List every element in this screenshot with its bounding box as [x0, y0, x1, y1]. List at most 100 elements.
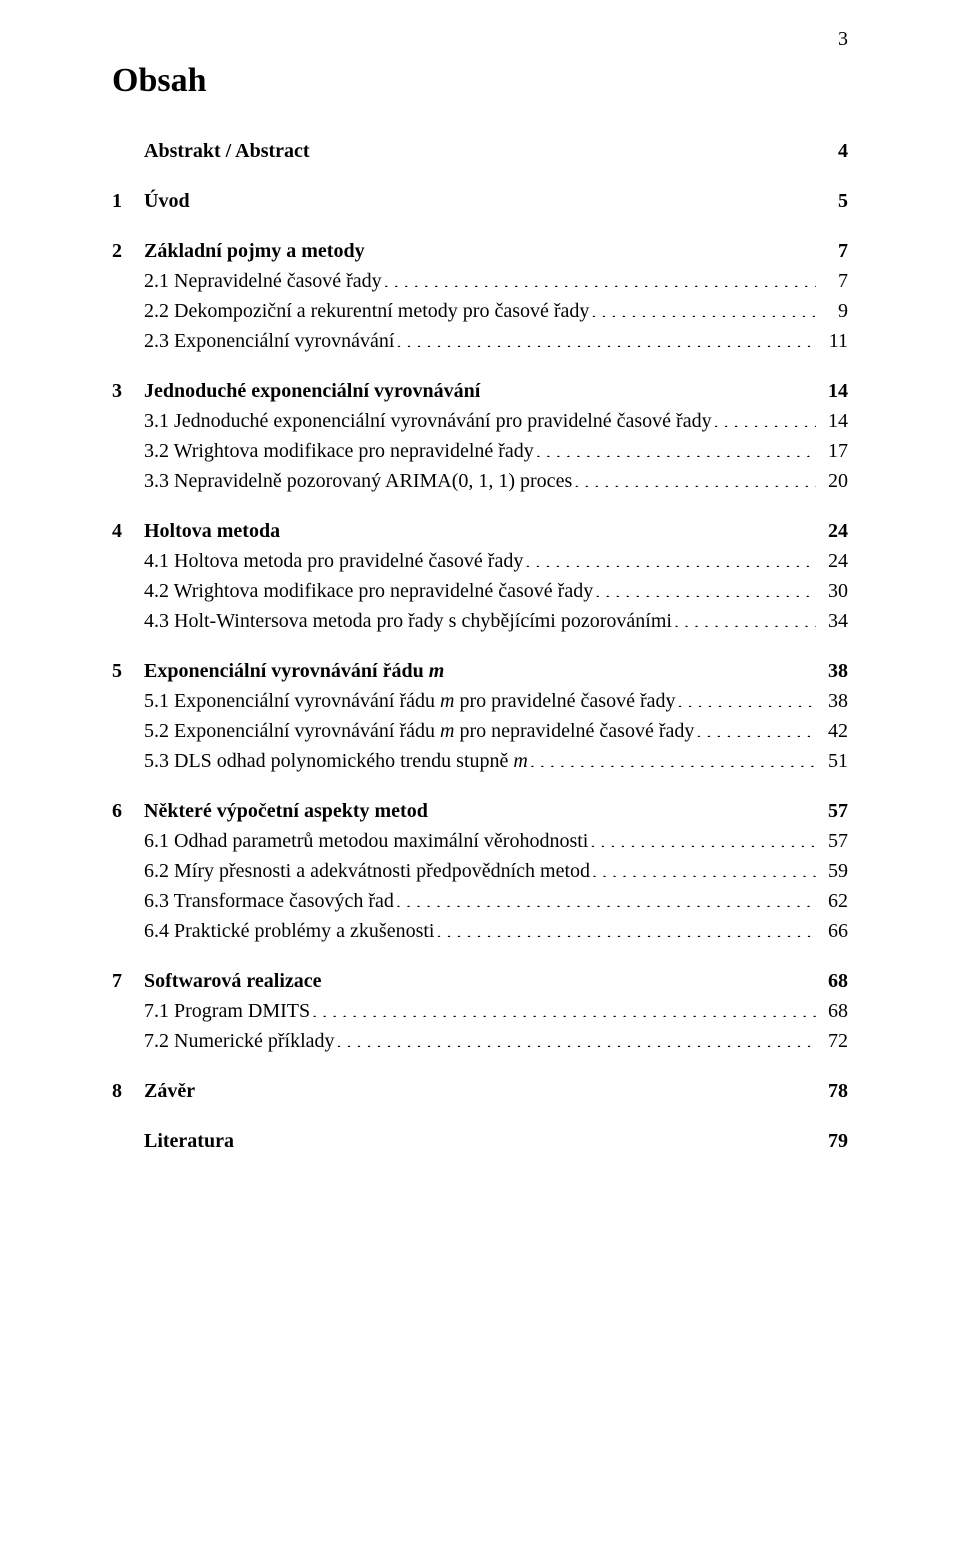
toc-chapter: 3Jednoduché exponenciální vyrovnávání14	[112, 376, 848, 406]
toc-leader	[397, 327, 817, 347]
page-number: 3	[838, 28, 848, 51]
toc-chapter: 6Některé výpočetní aspekty metod57	[112, 796, 848, 826]
toc-num: 8	[112, 1076, 144, 1106]
toc-leader	[192, 187, 816, 207]
toc-label: Holtova metoda	[144, 516, 280, 546]
toc-page: 7	[820, 236, 848, 266]
toc-section: 2.2 Dekompoziční a rekurentní metody pro…	[144, 296, 848, 326]
toc-leader	[337, 1027, 817, 1047]
toc-label: Jednoduché exponenciální vyrovnávání pro…	[169, 406, 712, 436]
toc-chapter: 1Úvod 5	[112, 186, 848, 216]
toc-list: Abstrakt / Abstract4 1Úvod 5 2Základní pojm…	[112, 136, 848, 1156]
toc-page: 20	[820, 466, 848, 496]
toc-label: Základní pojmy a metody	[144, 236, 365, 266]
toc-page: 24	[820, 516, 848, 546]
toc-label: Program DMITS	[169, 996, 310, 1026]
toc-label: Některé výpočetní aspekty metod	[144, 796, 428, 826]
toc-num: 6.4	[144, 916, 169, 946]
toc-section: 6.4 Praktické problémy a zkušenosti66	[144, 916, 848, 946]
toc-page: 7	[820, 266, 848, 296]
toc-section: 6.2 Míry přesnosti a adekvátnosti předpo…	[144, 856, 848, 886]
toc-label: Holt-Wintersova metoda pro řady s chyběj…	[169, 606, 672, 636]
toc-page: 51	[820, 746, 848, 776]
toc-leader	[396, 887, 816, 907]
toc-page: 14	[820, 406, 848, 436]
toc-group: 8Závěr78	[112, 1076, 848, 1106]
toc-label: Nepravidelně pozorovaný ARIMA(0, 1, 1) p…	[169, 466, 572, 496]
toc-group: Literatura 79	[112, 1126, 848, 1156]
toc-page: 59	[820, 856, 848, 886]
toc-leader	[696, 717, 816, 737]
toc-num: 2	[112, 236, 144, 266]
toc-sublist: 3.1 Jednoduché exponenciální vyrovnávání…	[112, 406, 848, 496]
toc-leader	[437, 917, 817, 937]
toc-leader	[714, 407, 816, 427]
toc-sublist: 2.1 Nepravidelné časové řady72.2 Dekompo…	[112, 266, 848, 356]
toc-section: 6.1 Odhad parametrů metodou maximální vě…	[144, 826, 848, 856]
toc-leader	[282, 517, 816, 537]
toc-section: 4.3 Holt-Wintersova metoda pro řady s ch…	[144, 606, 848, 636]
toc-leader	[530, 747, 816, 767]
toc-label: Dekompoziční a rekurentní metody pro čas…	[169, 296, 589, 326]
toc-num: 2.3	[144, 326, 169, 356]
toc-chapter: 5Exponenciální vyrovnávání řádu m38	[112, 656, 848, 686]
toc-section: 5.2 Exponenciální vyrovnávání řádu m pro…	[144, 716, 848, 746]
toc-leader	[312, 997, 816, 1017]
toc-group: 1Úvod 5	[112, 186, 848, 216]
toc-page: 57	[820, 796, 848, 826]
toc-section: 4.1 Holtova metoda pro pravidelné časové…	[144, 546, 848, 576]
toc-num: 5.2	[144, 716, 169, 746]
toc-leader	[312, 137, 816, 157]
doc-title: Obsah	[112, 62, 848, 100]
toc-chapter: 7Softwarová realizace68	[112, 966, 848, 996]
toc-num: 3.2	[144, 436, 169, 466]
toc-label: Nepravidelné časové řady	[169, 266, 382, 296]
toc-num: 1	[112, 186, 144, 216]
toc-label: DLS odhad polynomického trendu stupně m	[169, 746, 528, 776]
toc-section: 7.1 Program DMITS68	[144, 996, 848, 1026]
toc-label: Literatura	[144, 1126, 234, 1156]
toc-num: 7.2	[144, 1026, 169, 1056]
toc-page: 5	[820, 186, 848, 216]
toc-num: 5	[112, 656, 144, 686]
toc-num: 4.2	[144, 576, 169, 606]
toc-page: 72	[820, 1026, 848, 1056]
toc-page: 62	[820, 886, 848, 916]
toc-sublist: 6.1 Odhad parametrů metodou maximální vě…	[112, 826, 848, 946]
toc-label: Praktické problémy a zkušenosti	[169, 916, 435, 946]
toc-group: 4Holtova metoda244.1 Holtova metoda pro …	[112, 516, 848, 636]
toc-section: 2.3 Exponenciální vyrovnávání11	[144, 326, 848, 356]
toc-num: 6.3	[144, 886, 169, 916]
toc-num: 4.3	[144, 606, 169, 636]
toc-label: Úvod	[144, 186, 190, 216]
toc-num: 3	[112, 376, 144, 406]
toc-leader	[384, 267, 816, 287]
toc-page: 79	[820, 1126, 848, 1156]
toc-leader	[197, 1077, 816, 1097]
toc-label: Exponenciální vyrovnávání řádu m	[144, 656, 444, 686]
toc-leader	[430, 797, 816, 817]
toc-chapter: 4Holtova metoda24	[112, 516, 848, 546]
toc-group: Abstrakt / Abstract4	[112, 136, 848, 166]
toc-num: 4.1	[144, 546, 169, 576]
toc-section: 3.1 Jednoduché exponenciální vyrovnávání…	[144, 406, 848, 436]
toc-num: 7.1	[144, 996, 169, 1026]
toc-num: 2.2	[144, 296, 169, 326]
toc-page: 11	[820, 326, 848, 356]
toc-page: 9	[820, 296, 848, 326]
toc-page: 4	[820, 136, 848, 166]
toc-num: 2.1	[144, 266, 169, 296]
toc-group: 6Některé výpočetní aspekty metod576.1 Od…	[112, 796, 848, 946]
toc-leader	[574, 467, 816, 487]
toc-num: 5.3	[144, 746, 169, 776]
toc-label: Odhad parametrů metodou maximální věroho…	[169, 826, 588, 856]
toc-section: 4.2 Wrightova modifikace pro nepravideln…	[144, 576, 848, 606]
toc-label: Holtova metoda pro pravidelné časové řad…	[169, 546, 523, 576]
toc-num: 3.1	[144, 406, 169, 436]
toc-section: 3.2 Wrightova modifikace pro nepravideln…	[144, 436, 848, 466]
toc-leader	[678, 687, 817, 707]
toc-leader	[482, 377, 816, 397]
toc-label: Míry přesnosti a adekvátnosti předpovědn…	[169, 856, 590, 886]
toc-label: Numerické příklady	[169, 1026, 335, 1056]
toc-num: 3.3	[144, 466, 169, 496]
